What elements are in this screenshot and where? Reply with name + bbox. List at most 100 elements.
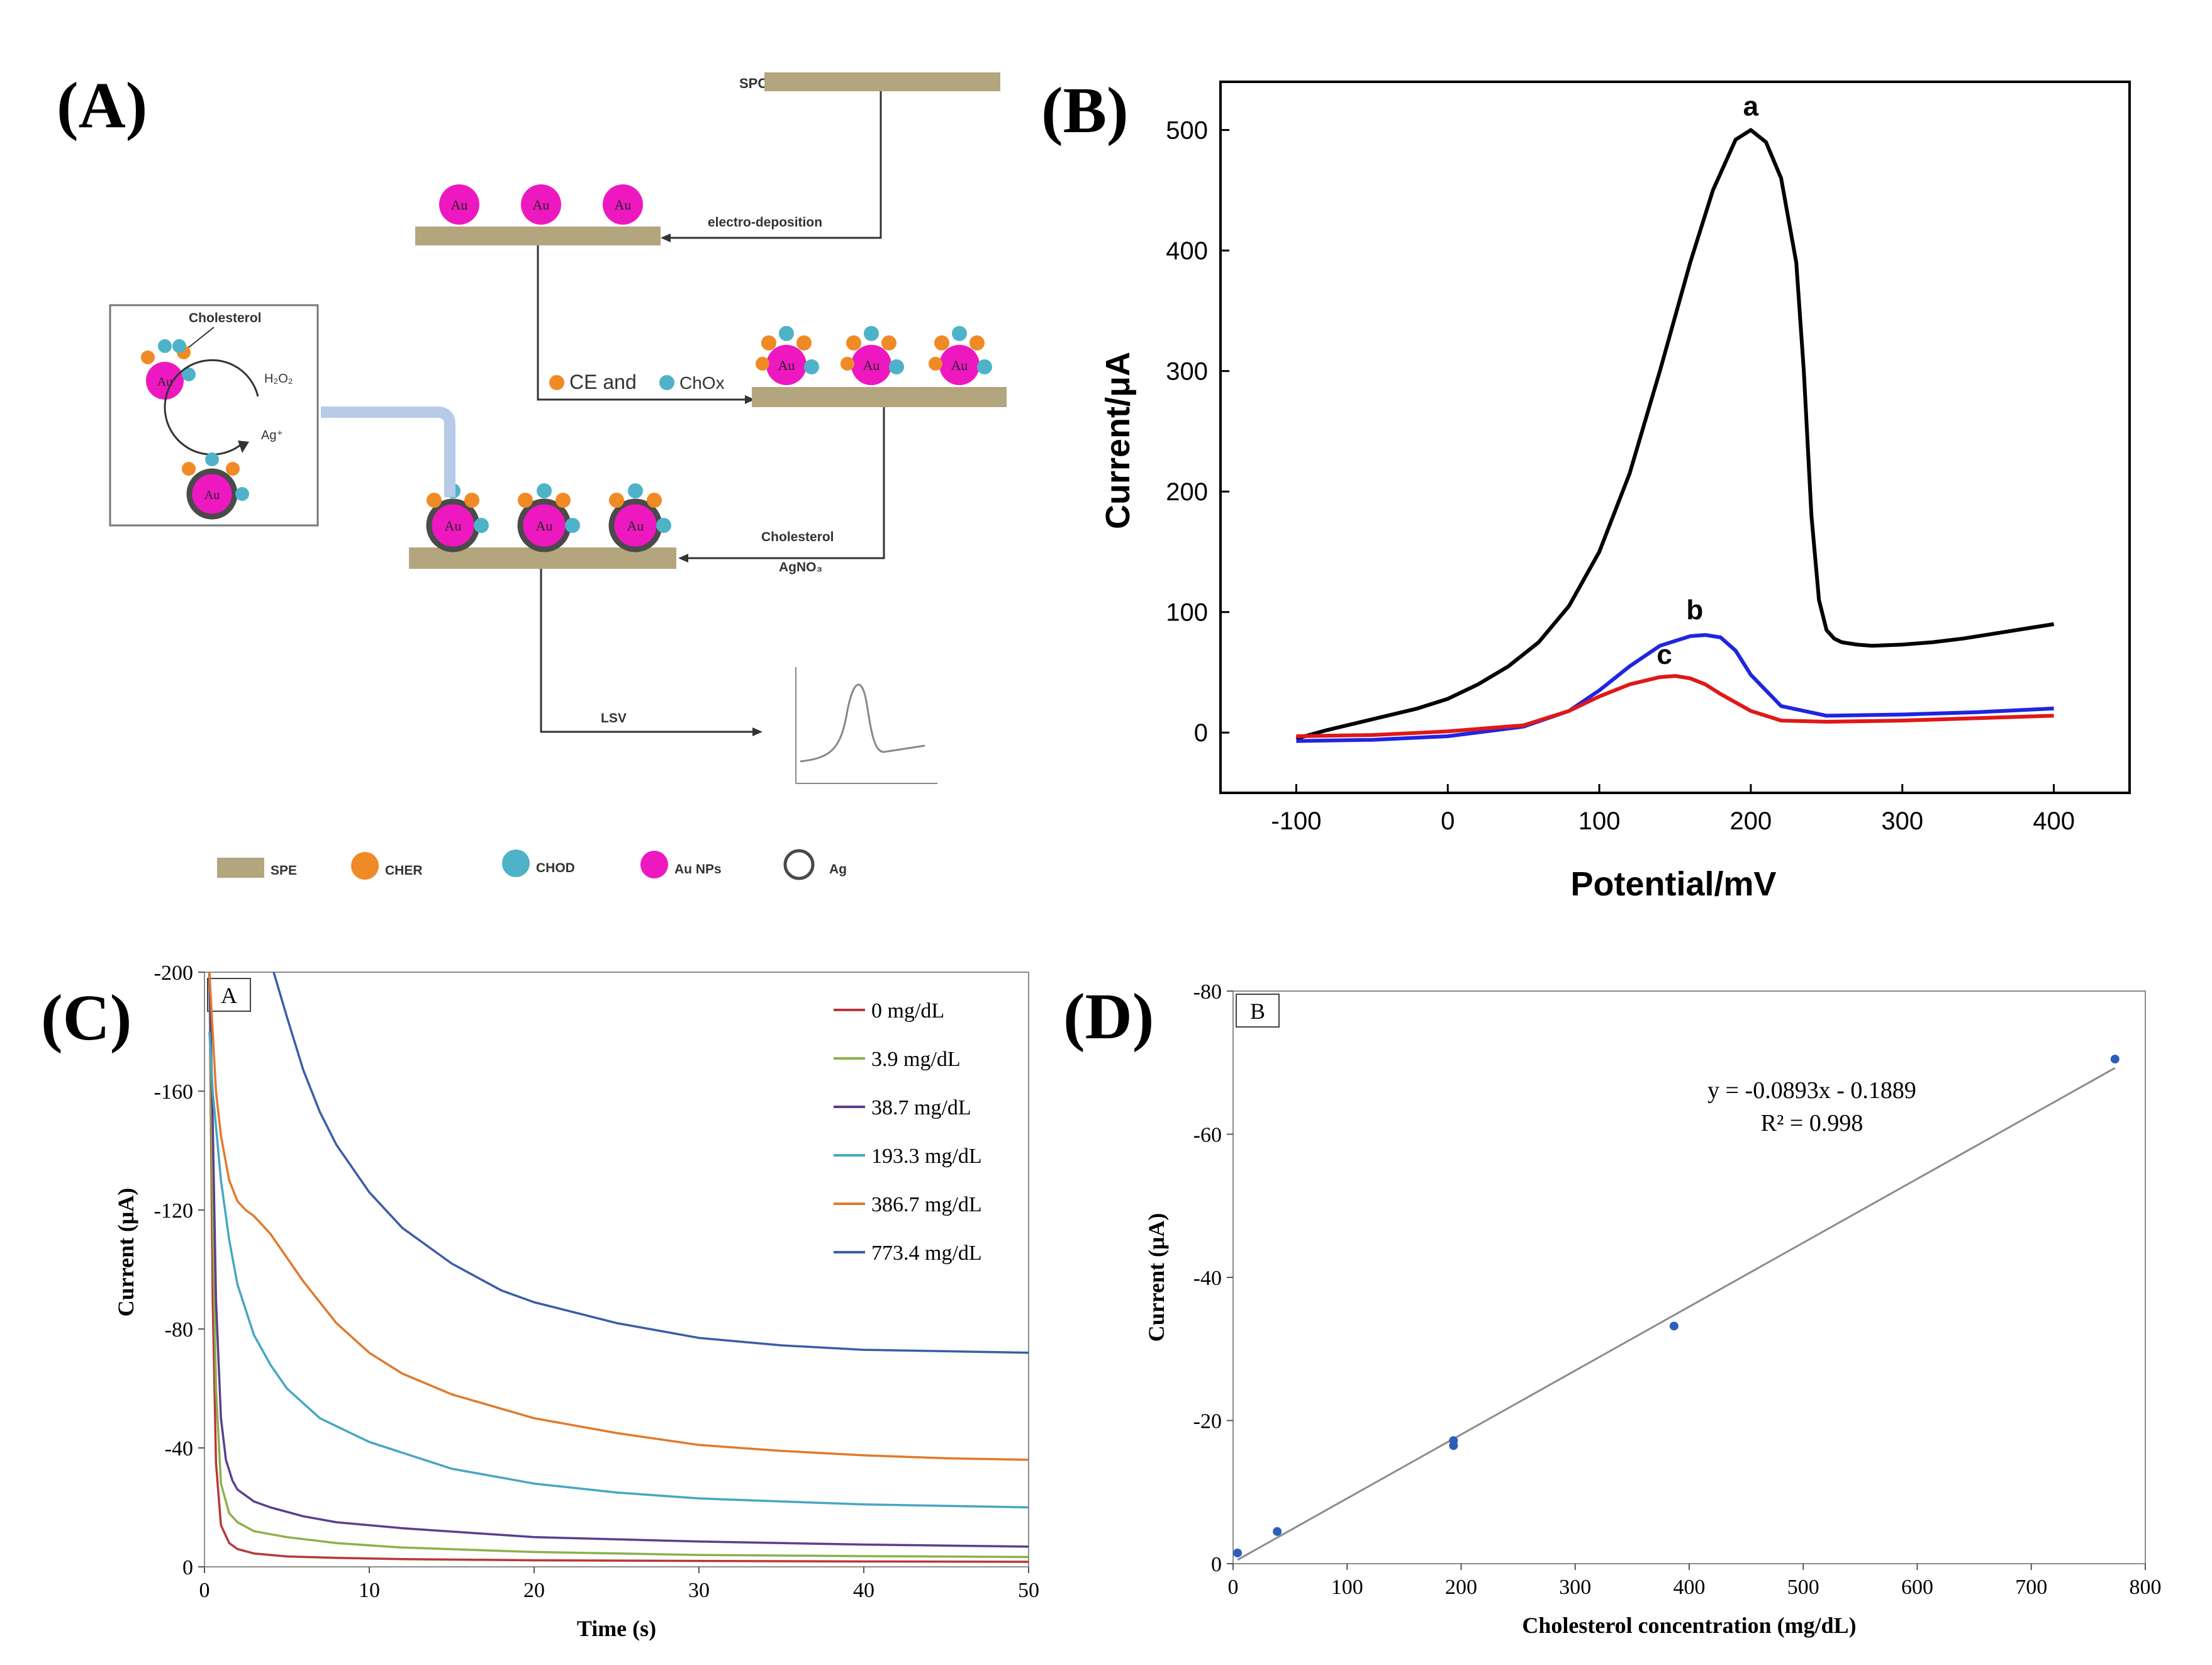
series-label-c: c — [1656, 639, 1672, 670]
au-label: Au — [778, 357, 795, 373]
series-line — [208, 972, 1029, 1563]
inset-h2o2-label: H₂O₂ — [264, 372, 293, 386]
legend-label: 386.7 mg/dL — [871, 1193, 982, 1216]
enzyme-au-particle: Au — [756, 326, 819, 385]
au-label: Au — [157, 375, 172, 389]
series-line-a — [1295, 128, 2055, 741]
cholesterol-step-label: Cholesterol — [761, 530, 834, 544]
y-tick-label: 0 — [1211, 1553, 1222, 1576]
y-axis: 0 -20 -40 -60 -80 — [1193, 980, 1233, 1576]
chod-dot-icon — [502, 849, 530, 877]
enzyme-au-particle: Au — [929, 326, 992, 385]
x-axis: 0 10 20 30 40 50 — [199, 1567, 1039, 1602]
y-tick-label: -160 — [154, 1080, 193, 1104]
x-tick-label: 0 — [1441, 807, 1455, 835]
inset-label-a: A — [221, 983, 237, 1008]
y-tick-label: 300 — [1166, 358, 1208, 386]
x-tick-label: 50 — [1018, 1579, 1039, 1602]
enzyme-au-particle: Au — [841, 326, 904, 385]
arrow-enzyme-loading — [537, 245, 747, 401]
y-tick-label: -60 — [1193, 1124, 1222, 1147]
cher-dot-icon — [549, 375, 564, 390]
series-group: a bc — [1295, 91, 2055, 743]
y-tick-label: 0 — [1194, 719, 1208, 747]
x-tick-label: 400 — [1673, 1576, 1706, 1599]
ce-and-label: CE and — [569, 371, 637, 393]
x-tick-label: 30 — [688, 1579, 710, 1602]
y-axis: 0 100 200 300 400 500 — [1166, 117, 1229, 747]
panel-label-b: (B) — [1041, 74, 1129, 147]
au-nanoparticle: Au — [603, 184, 643, 225]
au-label: Au — [204, 488, 220, 502]
y-tick-label: -20 — [1193, 1410, 1222, 1433]
y-axis: 0 -40 -80 -120 -160 -200 — [154, 961, 204, 1579]
y-tick-label: 0 — [182, 1556, 193, 1579]
inset-label-b: B — [1250, 999, 1265, 1024]
y-tick-label: -120 — [154, 1199, 193, 1223]
x-axis: -100 0 100 200 300 400 — [1271, 784, 2075, 835]
x-tick-label: 10 — [359, 1579, 380, 1602]
au-label: Au — [615, 197, 632, 213]
y-tick-label: 100 — [1166, 599, 1208, 627]
arrowhead — [678, 554, 688, 563]
legend-label: 773.4 mg/dL — [871, 1242, 982, 1265]
au-label: Au — [951, 357, 968, 373]
x-tick-label: 800 — [2130, 1576, 2162, 1599]
legend-spe-label: SPE — [271, 863, 297, 878]
au-label: Au — [536, 518, 553, 534]
panel-label-c: (C) — [41, 982, 131, 1054]
legend-label: 3.9 mg/dL — [871, 1048, 961, 1071]
spe-bar-icon — [217, 858, 264, 878]
series-group — [208, 972, 1029, 1563]
scheme-legend: SPE CHER CHOD Au NPs Ag — [217, 849, 847, 880]
inset-enzyme-particle: Au — [141, 339, 196, 400]
plot-frame — [204, 972, 1029, 1567]
y-tick-label: -80 — [1193, 980, 1222, 1004]
electrode-au-bar — [415, 227, 661, 245]
x-tick-label: 200 — [1445, 1576, 1477, 1599]
x-tick-label: 0 — [1228, 1576, 1239, 1599]
y-tick-label: 500 — [1166, 117, 1208, 145]
legend: 0 mg/dL 3.9 mg/dL 38.7 mg/dL 193.3 mg/dL 386… — [834, 999, 982, 1265]
data-point — [2110, 1055, 2120, 1064]
x-tick-label: 600 — [1901, 1576, 1933, 1599]
chod-dot-icon — [659, 375, 674, 390]
panel-c-chart: (C) A 0 -40 -80 -120 -160 -200 0 10 20 30 40 50 0 … — [41, 961, 1039, 1641]
au-nanoparticle: Au — [521, 184, 561, 225]
y-tick-label: -40 — [165, 1437, 193, 1460]
au-np-dot-icon — [640, 851, 668, 878]
x-axis-title: Potential/mV — [1570, 865, 1776, 903]
series-line — [208, 1031, 1029, 1509]
series-line — [208, 972, 1029, 1461]
series-line — [208, 972, 1029, 1548]
arrowhead — [661, 233, 671, 242]
series-line — [208, 972, 1029, 1559]
arrowhead — [745, 395, 755, 404]
au-label: Au — [863, 357, 880, 373]
ag-coated-particle: Au — [426, 483, 489, 552]
panel-label-a: (A) — [57, 69, 147, 142]
legend-ag-label: Ag — [829, 862, 847, 877]
inset-cholesterol-label: Cholesterol — [189, 311, 262, 325]
au-label: Au — [533, 197, 550, 213]
arrowhead — [238, 440, 249, 453]
inset-ag-label: Ag⁺ — [261, 429, 283, 442]
x-tick-label: 100 — [1331, 1576, 1363, 1599]
x-tick-label: 20 — [523, 1579, 545, 1602]
x-tick-label: 200 — [1730, 807, 1772, 835]
inset-ag-particle: Au — [182, 452, 249, 520]
x-tick-label: 300 — [1881, 807, 1923, 835]
lsv-thumbnail-plot — [795, 667, 937, 784]
spce-bar — [764, 72, 1000, 91]
series-label-b: b — [1686, 595, 1703, 625]
inset-connector — [321, 406, 455, 497]
au-label: Au — [451, 197, 468, 213]
y-tick-label: -200 — [154, 961, 193, 985]
panel-a-scheme: (A) SPCE electro-deposition Au Au Au CE … — [57, 69, 1007, 880]
electrodeposition-label: electro-deposition — [708, 215, 822, 230]
arrow-cholesterol-agno3 — [686, 407, 885, 559]
arrow-lsv — [540, 569, 755, 733]
legend-label: 38.7 mg/dL — [871, 1096, 971, 1119]
x-tick-label: 700 — [2015, 1576, 2047, 1599]
